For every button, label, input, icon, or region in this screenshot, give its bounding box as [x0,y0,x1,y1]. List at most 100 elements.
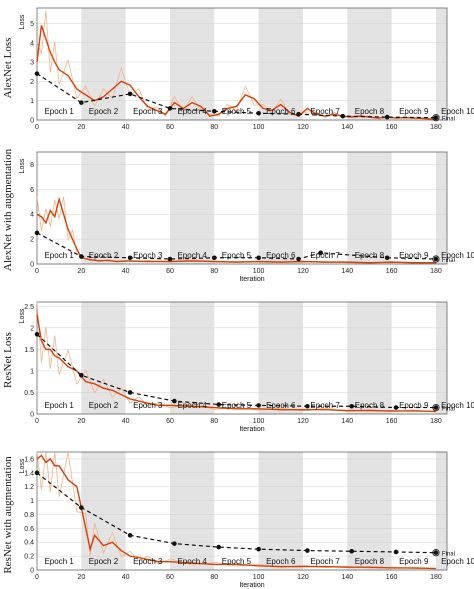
epoch-label: Epoch 2 [89,107,119,116]
validation-point [349,403,355,409]
epoch-band [81,302,126,414]
y-tick-label: 0.5 [24,390,34,397]
x-tick-label: 80 [210,574,218,581]
validation-point [172,398,177,404]
epoch-band [258,452,303,570]
epoch-label: Epoch 4 [177,107,207,116]
epoch-label: Epoch 6 [266,557,296,566]
epoch-label: Epoch 3 [133,107,163,116]
validation-loss-line [36,232,436,260]
epoch-label: Epoch 4 [177,251,207,260]
panel-resnet-augmentation: ResNet with augmentation 0 0.2 0.4 0.6 0.8 1 1.… [2,451,474,589]
epoch-label: Epoch 9 [399,557,429,566]
x-tick-label: 20 [77,574,85,581]
x-tick-label: 40 [122,418,130,425]
x-tick-label: 40 [122,268,130,275]
y-tick-label: 8 [30,162,34,169]
x-tick-label: 20 [77,124,85,131]
epoch-label: Epoch 6 [266,251,296,260]
x-tick-label: 100 [253,124,265,131]
x-axis-label: Iteration [239,582,264,589]
y-tick-label: 1.5 [24,347,34,354]
y-tick-label: 0 [30,118,34,125]
y-tick-label: 0.4 [24,540,34,547]
axes-frame [36,7,448,121]
x-tick-label: 160 [386,574,398,581]
epoch-band [435,152,447,264]
training-loss-line [36,454,436,570]
epoch-label: Epoch 1 [44,107,74,116]
epoch-label: Epoch 9 [399,401,429,410]
y-tick-label: 1 [30,98,34,105]
x-tick-label: 100 [253,268,265,275]
validation-point [216,402,222,407]
epoch-label: Epoch 9 [399,107,429,116]
epoch-band [169,452,215,570]
validation-point [256,546,261,552]
validation-point [433,256,439,262]
y-tick-label: 5 [30,21,34,28]
row-label: AlexNet with augmentation [2,148,14,271]
x-tick-label: 160 [386,268,398,275]
validation-loss-line [36,73,436,119]
x-tick-label: 120 [297,124,309,131]
y-tick-label: 0 [30,412,34,419]
epoch-label: Epoch 7 [310,251,340,260]
epoch-band [347,452,392,570]
epoch-label: Epoch 5 [222,557,252,566]
validation-point [433,405,439,410]
validation-point [256,255,261,261]
epoch-label: Epoch 10 [441,401,474,410]
validation-point [167,106,173,111]
x-tick-label: 0 [35,574,39,581]
x-tick-label: 60 [166,124,174,131]
epoch-label: Epoch 2 [89,401,119,410]
validation-point [433,115,439,120]
validation-point [340,113,346,119]
y-tick-label: 1 [30,368,34,375]
epoch-label: Epoch 10 [441,251,474,260]
validation-point [256,110,261,116]
training-loss-raw [36,10,436,120]
epoch-band [435,8,447,120]
row-label: ResNet Loss [2,332,14,388]
epoch-label: Epoch 8 [355,401,385,410]
epoch-label: Epoch 3 [133,557,163,566]
validation-point [296,256,301,262]
y-tick-label: 6 [30,187,34,194]
y-tick-label: 0.6 [24,526,34,533]
validation-point [79,254,84,259]
epoch-label: Epoch 6 [266,107,296,116]
y-axis-label: Loss [19,458,26,473]
epoch-label: Epoch 3 [133,401,163,410]
axes-frame [36,151,448,265]
row-label: AlexNet Loss [2,38,14,99]
final-marker [432,255,440,263]
epoch-label: Epoch 8 [355,107,385,116]
validation-point [211,109,217,114]
final-label: Final [442,552,455,558]
x-tick-label: 0 [35,268,39,275]
final-label: Final [442,407,455,413]
x-tick-label: 180 [430,124,442,131]
x-tick-label: 80 [210,124,218,131]
validation-loss-line [36,472,436,554]
validation-point [384,255,390,261]
epoch-label: Epoch 2 [89,251,119,260]
epoch-band [258,302,303,414]
y-axis-label: Loss [19,14,26,29]
epoch-band [81,452,126,570]
validation-loss-line [36,333,436,409]
x-tick-label: 140 [341,418,353,425]
epoch-label: Epoch 5 [222,107,252,116]
epoch-label: Epoch 2 [89,557,119,566]
x-tick-label: 0 [35,418,39,425]
epoch-label: Epoch 7 [310,401,340,410]
validation-point [79,505,84,510]
x-tick-label: 120 [297,268,309,275]
validation-point [256,403,261,408]
validation-point [172,541,177,546]
epoch-band [347,152,392,264]
validation-point [384,114,390,120]
y-tick-label: 2.5 [24,304,34,311]
